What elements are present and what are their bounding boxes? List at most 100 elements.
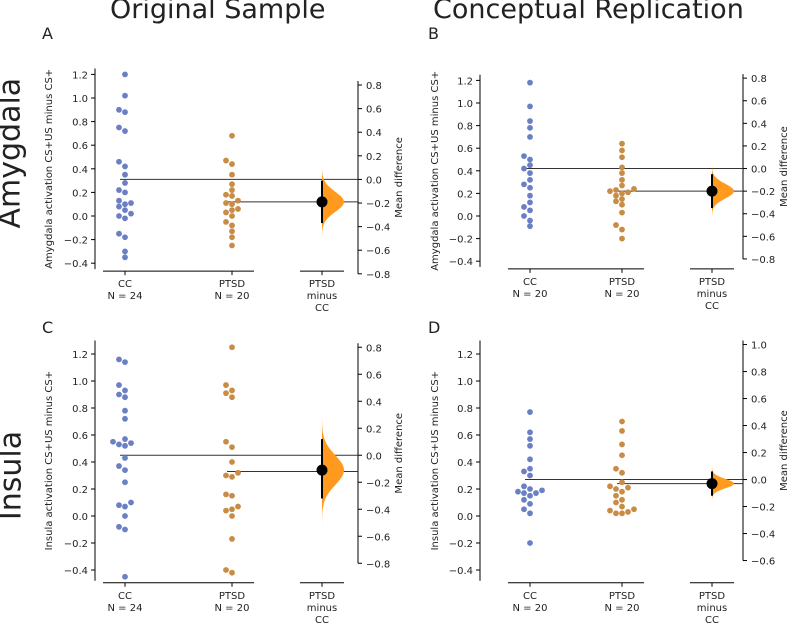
data-point-ptsd (619, 170, 625, 176)
data-point-cc (122, 387, 128, 394)
data-point-cc (116, 463, 122, 469)
right-tick-label: −0.4 (366, 223, 390, 234)
data-point-ptsd (229, 222, 235, 229)
x-tick-label-effect: CC (705, 301, 719, 312)
right-tick-label: 0.4 (366, 128, 382, 139)
data-point-cc (521, 506, 527, 513)
bootstrap-distribution (322, 161, 344, 242)
y-axis-label: Amygdala activation CS+US minus CS+ (44, 69, 55, 269)
data-point-cc (521, 213, 527, 219)
right-tick-label: −0.6 (366, 532, 390, 543)
data-point-cc (527, 492, 533, 499)
data-point-ptsd (229, 569, 235, 576)
left-tick-label: 0.6 (457, 431, 473, 442)
data-point-ptsd (229, 459, 235, 465)
data-point-cc (110, 438, 116, 445)
panel-letter-c: C (42, 318, 54, 337)
right-tick-label: 0.8 (366, 343, 382, 354)
data-point-ptsd (619, 164, 625, 171)
data-point-cc (122, 109, 128, 116)
data-point-cc (116, 391, 122, 398)
data-point-ptsd (619, 418, 625, 425)
data-point-cc (116, 502, 122, 509)
data-point-ptsd (613, 222, 619, 228)
data-point-ptsd (229, 492, 235, 499)
panel-d: −0.4 −0.2 0.0 0.2 0.4 0.6 0.8 1.0 1.2 Insula acti… (430, 340, 790, 623)
mean-difference-marker (316, 464, 328, 476)
right-tick-label: 0.4 (751, 422, 767, 433)
data-point-cc (122, 479, 128, 486)
data-point-ptsd (223, 472, 229, 479)
left-tick-label: 0.2 (457, 485, 473, 496)
right-tick-label: 0.2 (751, 142, 767, 153)
data-point-ptsd (229, 394, 235, 401)
right-tick-label: −0.6 (751, 232, 775, 243)
data-point-cc (527, 134, 533, 140)
data-point-cc (116, 382, 122, 388)
data-point-ptsd (223, 191, 229, 198)
right-tick-label: 0.2 (366, 152, 382, 163)
data-point-ptsd (613, 499, 619, 506)
data-point-ptsd (613, 187, 619, 193)
left-tick-label: 0.4 (72, 458, 88, 469)
data-point-ptsd (607, 507, 613, 514)
x-tick-label-effect: minus (307, 603, 337, 614)
right-tick-label: −0.2 (366, 199, 390, 210)
data-point-ptsd (223, 157, 229, 164)
x-tick-label-n: N = 20 (605, 603, 640, 614)
data-point-ptsd (619, 469, 625, 476)
right-axis-label: Mean difference (779, 126, 790, 207)
data-point-ptsd (223, 209, 229, 216)
left-tick-label: 1.0 (72, 94, 88, 105)
data-point-cc (527, 500, 533, 507)
data-point-cc (533, 490, 539, 496)
data-point-cc (128, 200, 134, 206)
data-point-ptsd (229, 213, 235, 219)
left-tick-label: 0.4 (457, 458, 473, 469)
left-tick-label: 1.2 (72, 70, 88, 81)
data-point-cc (521, 204, 527, 210)
data-point-cc (122, 254, 128, 261)
data-point-ptsd (619, 182, 625, 189)
right-tick-label: −0.8 (366, 270, 390, 281)
data-point-ptsd (235, 206, 241, 212)
data-point-cc (515, 488, 521, 495)
data-point-ptsd (223, 507, 229, 514)
data-point-cc (527, 456, 533, 463)
bootstrap-distribution (712, 161, 734, 221)
x-tick-label-group: PTSD (609, 591, 635, 602)
data-point-cc (128, 210, 134, 217)
right-tick-label: 0.6 (366, 370, 382, 381)
mean-difference-marker (316, 196, 328, 208)
right-axis-label: Mean difference (394, 413, 405, 494)
data-point-cc (128, 440, 134, 446)
x-tick-label-group: PTSD (219, 279, 245, 290)
data-point-cc (122, 128, 128, 134)
data-point-cc (527, 442, 533, 449)
data-point-ptsd (229, 536, 235, 542)
left-tick-label: 1.0 (72, 377, 88, 388)
right-tick-label: −0.2 (751, 503, 775, 514)
x-tick-label-effect: PTSD (309, 591, 335, 602)
left-tick-label: 0.8 (72, 404, 88, 415)
data-point-cc (527, 217, 533, 224)
data-point-cc (527, 486, 533, 492)
data-point-cc (122, 207, 128, 214)
left-tick-label: 0.0 (72, 212, 88, 223)
y-axis-label: Amygdala activation CS+US minus CS+ (430, 71, 441, 271)
data-point-ptsd (223, 200, 229, 206)
right-axis-label: Mean difference (779, 410, 790, 491)
data-point-ptsd (631, 185, 637, 192)
data-point-cc (527, 465, 533, 472)
right-tick-label: 0.2 (751, 449, 767, 460)
data-point-cc (122, 180, 128, 186)
right-tick-label: 0.4 (751, 119, 767, 130)
left-tick-label: −0.4 (449, 566, 473, 577)
right-tick-label: −0.4 (751, 530, 775, 541)
left-tick-label: 0.0 (457, 212, 473, 223)
data-point-ptsd (619, 479, 625, 486)
x-tick-label-group: CC (523, 591, 537, 602)
data-point-ptsd (229, 513, 235, 519)
right-tick-label: −0.8 (366, 559, 390, 570)
x-tick-label-n: N = 20 (513, 289, 548, 300)
